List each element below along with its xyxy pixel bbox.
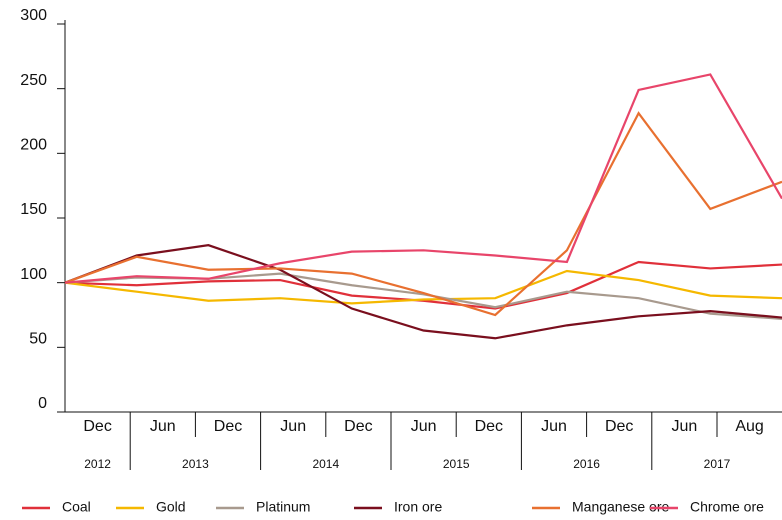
- x-tick-label: Jun: [672, 418, 698, 435]
- legend-label: Gold: [156, 499, 186, 515]
- year-label: 2013: [182, 457, 209, 471]
- year-label: 2014: [312, 457, 339, 471]
- x-tick-label: Dec: [83, 418, 111, 435]
- x-tick-label: Dec: [214, 418, 242, 435]
- series-line: [64, 244, 782, 340]
- y-tick-label: 50: [29, 331, 47, 348]
- series-line: [64, 260, 782, 310]
- x-tick-label: Jun: [411, 418, 437, 435]
- x-tick-label: Dec: [344, 418, 372, 435]
- plot-area: [64, 73, 782, 340]
- year-label: 2016: [573, 457, 600, 471]
- y-tick-label: 150: [20, 201, 47, 218]
- x-tick-label: Dec: [605, 418, 633, 435]
- y-tick-label: 100: [20, 266, 47, 283]
- series-line: [64, 269, 782, 305]
- series-line: [64, 73, 782, 284]
- x-tick-label: Dec: [475, 418, 503, 435]
- legend-label: Coal: [62, 499, 91, 515]
- year-label: 2015: [443, 457, 470, 471]
- y-tick-label: 0: [38, 395, 47, 412]
- y-tick-label: 200: [20, 137, 47, 154]
- y-tick-label: 250: [20, 72, 47, 89]
- legend-label: Iron ore: [394, 499, 442, 515]
- year-label: 2012: [84, 457, 111, 471]
- legend-label: Platinum: [256, 499, 310, 515]
- y-tick-label: 300: [20, 7, 47, 24]
- legend-label: Chrome ore: [690, 499, 764, 515]
- x-tick-label: Jun: [150, 418, 176, 435]
- x-tick-label: Jun: [280, 418, 306, 435]
- x-tick-label: Jun: [541, 418, 567, 435]
- year-label: 2017: [704, 457, 731, 471]
- series-line: [64, 111, 782, 317]
- x-tick-label: Aug: [735, 418, 763, 435]
- legend-label: Manganese ore: [572, 499, 670, 515]
